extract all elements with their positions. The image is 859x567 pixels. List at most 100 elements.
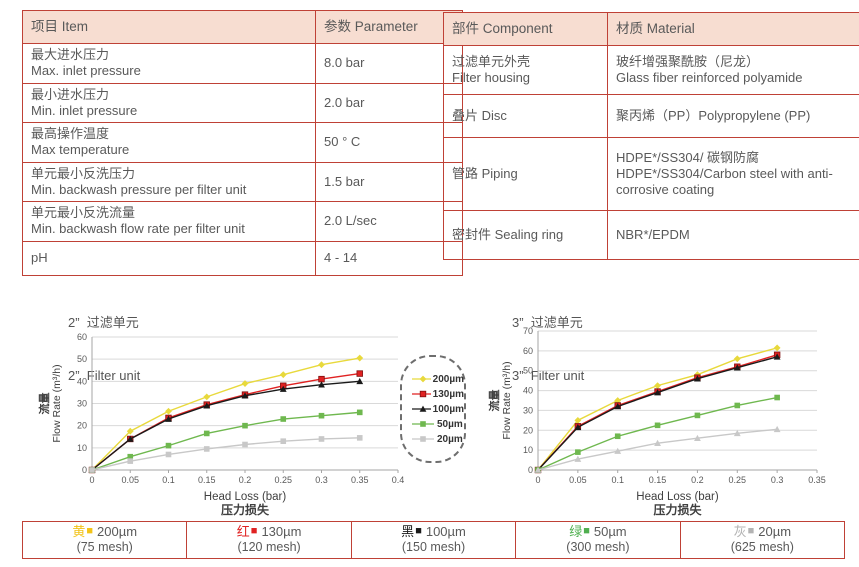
triangle-marker — [614, 447, 622, 454]
triangle-marker — [773, 425, 781, 433]
square-marker — [203, 446, 210, 452]
series-line-20µm — [91, 437, 360, 471]
legend-marker-icon — [412, 405, 431, 412]
square-marker — [89, 467, 95, 473]
component-zh: 密封件 Sealing ring — [452, 226, 564, 242]
square-marker — [242, 441, 248, 448]
table-row: 过滤单元外壳 Filter housing 玻纤增强聚酰胺（尼龙） Glass … — [443, 45, 859, 95]
material-table-header-row: 部件 Component 材质 Material — [443, 12, 859, 46]
svg-text:30: 30 — [523, 405, 533, 415]
diamond-marker — [574, 416, 582, 424]
svg-text:流量: 流量 — [487, 390, 501, 412]
square-marker — [356, 409, 363, 416]
mesh-count: (150 mesh) — [401, 540, 466, 555]
legend-entry-100µm: 100µm — [411, 404, 464, 415]
table-row: pH 4 - 14 — [22, 240, 463, 276]
mesh-size: 200µm — [97, 524, 138, 540]
series-line-130µm — [537, 354, 778, 471]
square-marker — [280, 416, 287, 422]
spec-header-item: 项目 Item — [22, 10, 316, 44]
mesh-color-name: 红 — [236, 524, 250, 540]
svg-text:10: 10 — [77, 443, 87, 453]
mesh-cell-red: 红 ■ 130µm (120 mesh) — [187, 522, 352, 558]
spec-item-en: Min. backwash flow rate per filter unit — [31, 221, 245, 237]
square-marker — [420, 436, 426, 442]
svg-text:0.35: 0.35 — [351, 475, 369, 485]
svg-text:Head Loss (bar): Head Loss (bar) — [204, 491, 287, 503]
svg-text:0.35: 0.35 — [808, 475, 826, 485]
material-cell: 聚丙烯（PP）Polypropylene (PP) — [607, 94, 859, 138]
mesh-color-name: 黄 — [72, 524, 86, 540]
legend-label: 130µm — [432, 388, 464, 400]
component-cell: 过滤单元外壳 Filter housing — [443, 45, 608, 95]
component-cell: 叠片 Disc — [443, 94, 608, 138]
triangle-marker — [773, 353, 781, 360]
svg-text:0.2: 0.2 — [239, 475, 252, 485]
square-marker — [318, 436, 325, 442]
spec-item-cell: 最大进水压力 Max. inlet pressure — [22, 43, 316, 84]
series-line-200µm — [91, 357, 360, 471]
chart-legend: 200µm 130µm 100µm 50µm 20µm — [400, 355, 466, 463]
diamond-marker — [126, 427, 134, 435]
triangle-marker — [654, 439, 661, 446]
triangle-marker — [126, 435, 134, 442]
triangle-marker — [694, 434, 701, 442]
diamond-marker — [356, 354, 364, 362]
spec-item-zh: 最高操作温度 — [31, 126, 110, 141]
svg-text:0.2: 0.2 — [691, 475, 704, 485]
mesh-count: (75 mesh) — [76, 540, 133, 555]
material-cell: HDPE*/SS304/ 碳钢防腐 HDPE*/SS304/Carbon ste… — [607, 137, 859, 211]
svg-text:流量: 流量 — [37, 393, 51, 415]
component-zh: 管路 Piping — [452, 165, 518, 181]
svg-text:0.4: 0.4 — [392, 475, 405, 485]
square-marker — [127, 458, 134, 464]
material-en: HDPE*/SS304/Carbon steel with anti-corro… — [616, 165, 833, 198]
legend-label: 100µm — [432, 403, 464, 415]
mesh-size: 100µm — [425, 524, 466, 540]
svg-text:0.3: 0.3 — [315, 475, 328, 485]
diamond-marker — [419, 375, 427, 383]
mesh-cell-yellow: 黄 ■ 200µm (75 mesh) — [23, 522, 188, 558]
spec-item-zh: 单元最小反洗流量 — [31, 205, 136, 220]
diamond-marker — [165, 407, 172, 415]
mesh-cell-gray: 灰 ■ 20µm (625 mesh) — [681, 522, 844, 558]
mesh-cell-line1: 红 ■ 130µm — [237, 524, 302, 540]
filter-unit-3-chart: 0 10 20 30 40 50 60 70 0 0.05 0.1 0.15 0.2 0.25 0.3 0.3… — [487, 326, 826, 517]
triangle-marker — [574, 455, 582, 462]
diamond-marker — [241, 380, 249, 387]
triangle-marker — [654, 389, 661, 396]
spec-value-cell: 50 ° C — [315, 122, 463, 163]
spec-item-cell: 最小进水压力 Min. inlet pressure — [22, 82, 316, 123]
square-marker — [165, 451, 172, 458]
spec-item-cell: 单元最小反洗流量 Min. backwash flow rate per fil… — [22, 201, 316, 242]
triangle-marker — [279, 385, 287, 392]
svg-text:30: 30 — [77, 399, 87, 409]
svg-text:10: 10 — [523, 445, 533, 455]
square-marker — [419, 390, 427, 398]
legend-label: 20µm — [437, 433, 463, 445]
material-zh: NBR*/EPDM — [616, 226, 690, 242]
square-marker — [165, 442, 172, 449]
diamond-marker — [318, 361, 325, 369]
mesh-cell-black: 黑 ■ 100µm (150 mesh) — [352, 522, 517, 558]
table-row: 单元最小反洗流量 Min. backwash flow rate per fil… — [22, 201, 463, 242]
mesh-color-name: 灰 — [733, 524, 747, 540]
square-marker — [242, 422, 248, 429]
svg-text:压力损失: 压力损失 — [221, 502, 270, 517]
mesh-cell-line1: 灰 ■ 20µm — [734, 524, 791, 540]
diamond-marker — [733, 355, 741, 363]
square-marker — [318, 375, 325, 383]
legend-marker-icon — [412, 390, 431, 398]
square-marker — [420, 421, 426, 427]
spec-table-header-row: 项目 Item 参数 Parameter — [22, 10, 463, 44]
material-zh: 玻纤增强聚酰胺（尼龙） — [616, 53, 760, 69]
series-line-100µm — [537, 356, 778, 471]
diamond-marker — [773, 344, 781, 352]
legend-entry-130µm: 130µm — [411, 389, 464, 400]
svg-text:Flow Rate (m³/h): Flow Rate (m³/h) — [501, 361, 513, 439]
svg-text:Flow Rate (m³/h): Flow Rate (m³/h) — [51, 364, 63, 442]
square-marker — [318, 412, 325, 419]
diamond-marker — [203, 393, 211, 401]
chart-title-en: 2” Filter unit — [68, 367, 141, 383]
component-zh: 叠片 Disc — [452, 107, 507, 123]
